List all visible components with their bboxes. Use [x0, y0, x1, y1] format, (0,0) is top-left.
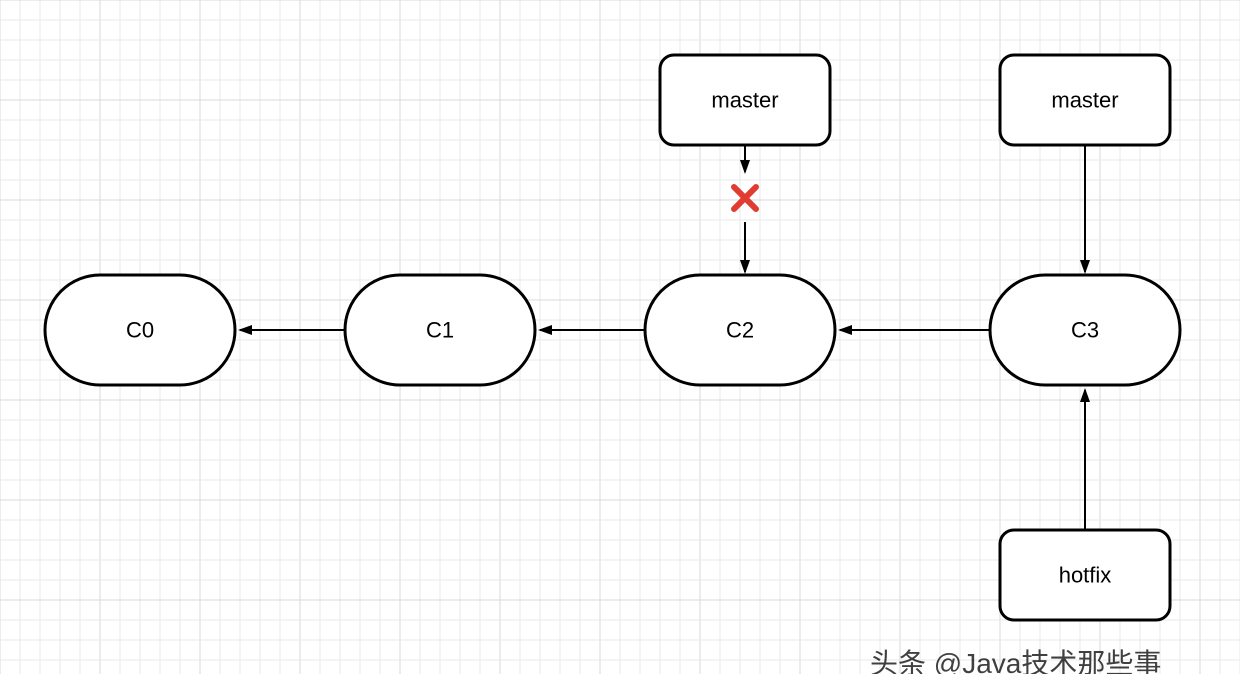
branch-label-master2: master	[1051, 88, 1118, 113]
branch-box-master1: master	[660, 55, 830, 145]
branch-label-hotfix: hotfix	[1059, 563, 1112, 588]
branch-box-master2: master	[1000, 55, 1170, 145]
branch-box-hotfix: hotfix	[1000, 530, 1170, 620]
branch-label-master1: master	[711, 88, 778, 113]
commit-node-c2: C2	[645, 275, 835, 385]
commit-node-c3: C3	[990, 275, 1180, 385]
commit-node-c1: C1	[345, 275, 535, 385]
commit-label-c1: C1	[426, 318, 454, 343]
commit-label-c2: C2	[726, 318, 754, 343]
watermark-text: 头条 @Java技术那些事	[870, 642, 1161, 674]
commit-label-c3: C3	[1071, 318, 1099, 343]
commit-label-c0: C0	[126, 318, 154, 343]
commit-node-c0: C0	[45, 275, 235, 385]
diagram-canvas: C0 C1 C2 C3 master master hotfix	[0, 0, 1240, 674]
